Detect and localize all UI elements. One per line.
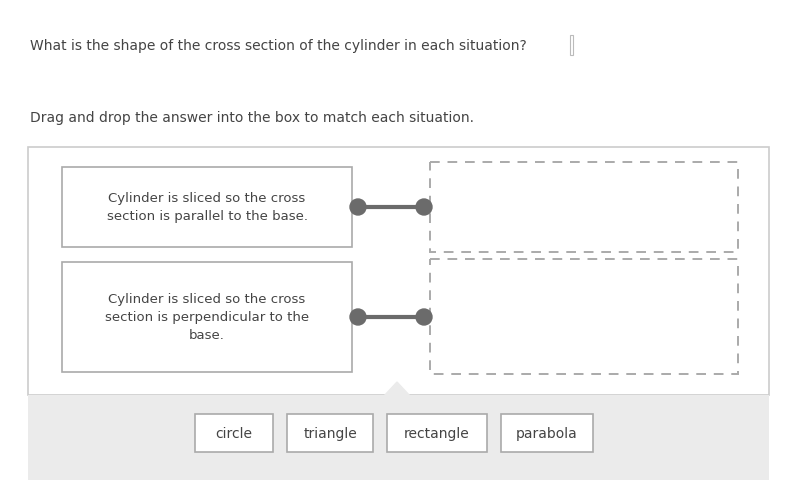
Circle shape	[416, 309, 432, 325]
Bar	[62, 263, 352, 372]
Bar	[430, 163, 738, 252]
Circle shape	[416, 200, 432, 216]
Bar	[62, 168, 352, 248]
Bar	[387, 414, 487, 452]
Circle shape	[350, 200, 366, 216]
Polygon shape	[384, 382, 410, 396]
Circle shape	[350, 309, 366, 325]
Text: Drag and drop the answer into the box to match each situation.: Drag and drop the answer into the box to…	[30, 111, 474, 125]
Bar	[501, 414, 593, 452]
Text: What is the shape of the cross section of the cylinder in each situation?: What is the shape of the cross section o…	[30, 39, 527, 53]
Bar	[195, 414, 273, 452]
Text: rectangle: rectangle	[404, 426, 470, 440]
Bar	[570, 36, 573, 56]
Bar	[430, 260, 738, 374]
Text: Cylinder is sliced so the cross
section is parallel to the base.: Cylinder is sliced so the cross section …	[107, 192, 308, 223]
Bar	[287, 414, 373, 452]
Text: triangle: triangle	[303, 426, 357, 440]
Bar	[28, 148, 769, 395]
Text: circle: circle	[215, 426, 253, 440]
Text: parabola: parabola	[516, 426, 578, 440]
Bar	[28, 395, 769, 480]
Text: Cylinder is sliced so the cross
section is perpendicular to the
base.: Cylinder is sliced so the cross section …	[105, 293, 309, 342]
